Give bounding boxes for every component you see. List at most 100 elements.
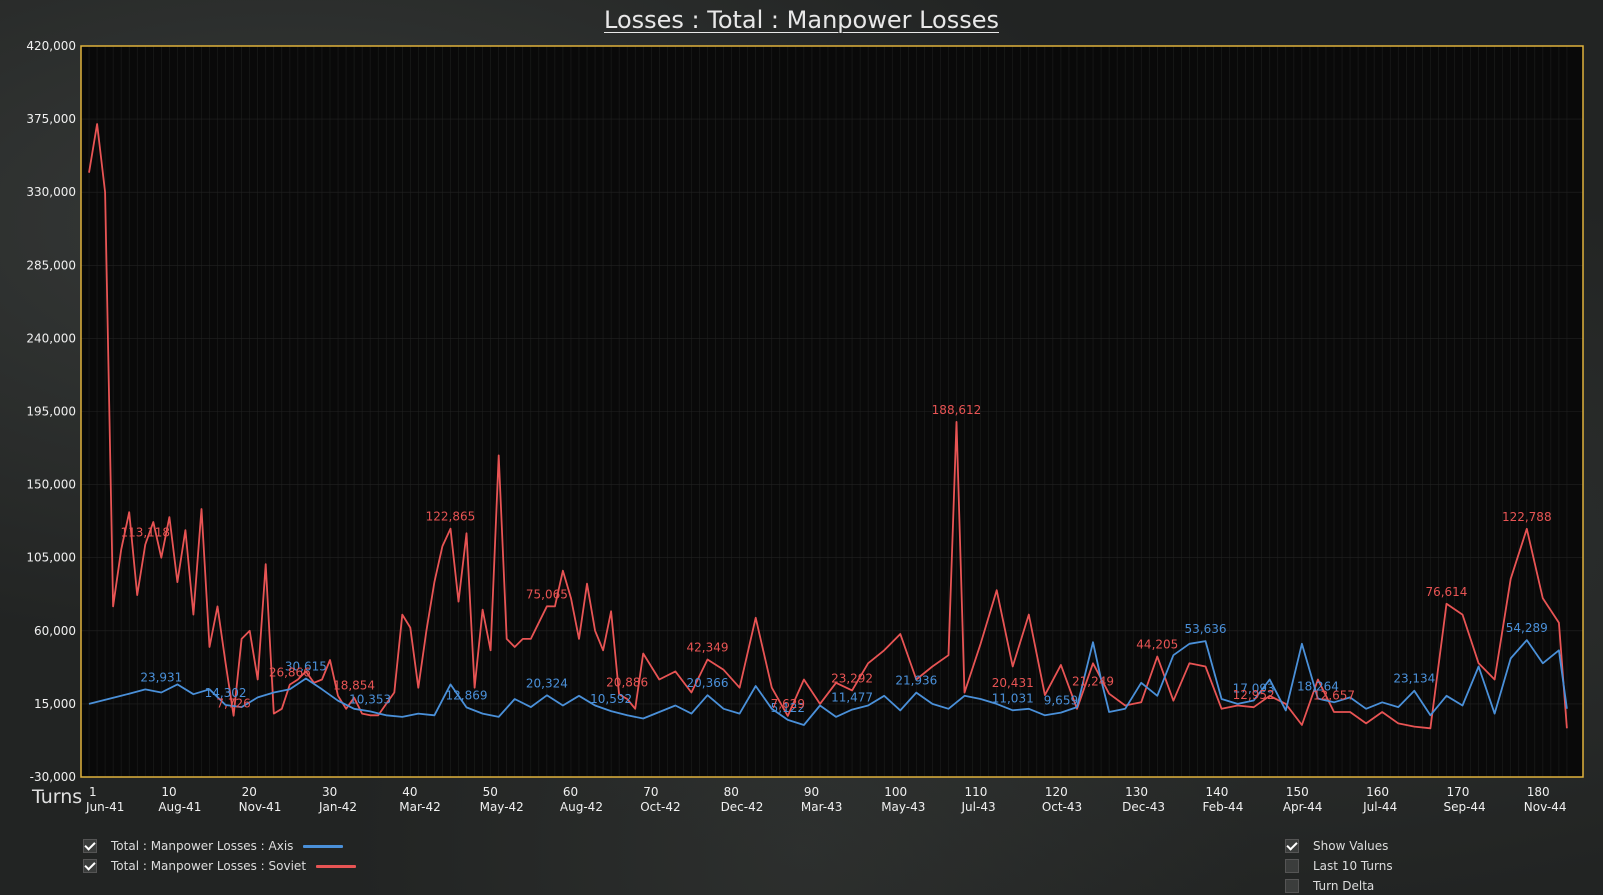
x-tick-label: 140 (1205, 785, 1228, 799)
data-label: 18,854 (333, 679, 375, 693)
legend-axis-label: Total : Manpower Losses : Axis (111, 839, 294, 853)
x-date-label: Nov-41 (239, 800, 282, 814)
y-tick-label: 375,000 (26, 112, 76, 126)
data-label: 26,866 (269, 666, 311, 680)
series-line-axis (88, 639, 1568, 726)
x-date-label: Aug-42 (560, 800, 603, 814)
x-tick-label: 50 (483, 785, 498, 799)
x-tick-label: 100 (884, 785, 907, 799)
legend-soviet-checkbox[interactable] (83, 859, 97, 873)
x-date-label: May-43 (881, 800, 925, 814)
y-tick-label: 150,000 (26, 478, 76, 492)
x-date-label: Jun-41 (85, 800, 124, 814)
y-tick-label: 15,000 (34, 697, 76, 711)
last-10-turns-label: Last 10 Turns (1313, 859, 1393, 873)
data-label: 188,612 (932, 403, 982, 417)
data-label: 20,886 (606, 675, 648, 689)
x-tick-label: 70 (643, 785, 658, 799)
y-tick-label: 420,000 (26, 39, 76, 53)
data-label: 20,366 (687, 676, 729, 690)
data-label: 113,118 (120, 526, 170, 540)
x-date-label: Jul-43 (961, 800, 996, 814)
x-tick-label: 90 (804, 785, 819, 799)
data-label: 9,659 (1044, 694, 1078, 708)
y-tick-label: 285,000 (26, 258, 76, 272)
y-tick-label: 195,000 (26, 405, 76, 419)
x-axis-label: Turns (32, 786, 83, 808)
data-label: 20,431 (992, 676, 1034, 690)
data-label: 5,122 (771, 701, 805, 715)
x-tick-label: 170 (1446, 785, 1469, 799)
legend-soviet-swatch (316, 864, 357, 868)
data-label: 20,324 (526, 676, 568, 690)
legend-axis-checkbox[interactable] (83, 839, 97, 853)
x-tick-label: 130 (1125, 785, 1148, 799)
line-chart: -30,000 15,000 60,000 105,000 150,000 195,000… (26, 39, 1584, 814)
x-date-label: Oct-43 (1042, 800, 1082, 814)
legend-soviet-label: Total : Manpower Losses : Soviet (111, 859, 307, 873)
x-tick-label: 80 (724, 785, 739, 799)
y-tick-label: -30,000 (30, 770, 76, 784)
x-date-label: Dec-43 (1122, 800, 1165, 814)
last-10-turns-checkbox[interactable] (1285, 859, 1299, 873)
data-label: 44,205 (1136, 637, 1178, 651)
data-label: 18,264 (1297, 680, 1339, 694)
legend-item-axis[interactable]: Total : Manpower Losses : Axis (83, 836, 356, 856)
x-tick-label: 180 (1527, 785, 1550, 799)
legend-item-soviet[interactable]: Total : Manpower Losses : Soviet (83, 856, 357, 876)
x-date-label: Sep-44 (1443, 800, 1485, 814)
data-label: 54,289 (1506, 621, 1548, 635)
data-label: 30,615 (285, 660, 327, 674)
x-date-label: Aug-41 (158, 800, 201, 814)
x-tick-label: 110 (965, 785, 988, 799)
x-date-label: May-42 (480, 800, 524, 814)
x-tick-label: 20 (242, 785, 257, 799)
x-date-label: Mar-43 (801, 800, 842, 814)
x-tick-label: 1 (89, 785, 97, 799)
show-values-label: Show Values (1313, 839, 1389, 853)
x-date-label: Mar-42 (399, 800, 440, 814)
x-tick-label: 60 (563, 785, 578, 799)
data-label: 7,726 (216, 697, 250, 711)
data-label: 23,134 (1393, 672, 1435, 686)
data-label: 12,952 (1233, 688, 1275, 702)
series-line-soviet (88, 123, 1568, 730)
x-tick-label: 30 (322, 785, 337, 799)
x-tick-label: 40 (402, 785, 417, 799)
option-last-10-turns[interactable]: Last 10 Turns (1285, 856, 1393, 876)
show-values-checkbox[interactable] (1285, 839, 1299, 853)
x-date-label: Jan-42 (318, 800, 357, 814)
x-tick-label: 150 (1286, 785, 1309, 799)
turn-delta-checkbox[interactable] (1285, 879, 1299, 893)
legend: Total : Manpower Losses : Axis Total : M… (83, 836, 357, 876)
data-label: 21,936 (895, 674, 937, 688)
data-label: 12,657 (1313, 689, 1355, 703)
data-label: 23,292 (831, 671, 873, 685)
x-tick-label: 10 (161, 785, 176, 799)
data-label: 76,614 (1425, 585, 1467, 599)
data-label: 10,592 (590, 692, 632, 706)
x-tick-label: 160 (1366, 785, 1389, 799)
data-label: 12,869 (446, 688, 488, 702)
x-date-label: Feb-44 (1202, 800, 1243, 814)
data-label: 11,031 (992, 691, 1034, 705)
data-label: 23,931 (140, 670, 182, 684)
option-show-values[interactable]: Show Values (1285, 836, 1393, 856)
data-label: 75,065 (526, 587, 568, 601)
chart-title: Losses : Total : Manpower Losses (604, 6, 999, 34)
x-date-label: Nov-44 (1524, 800, 1567, 814)
option-turn-delta[interactable]: Turn Delta (1285, 876, 1393, 895)
legend-axis-swatch (303, 844, 344, 848)
x-date-label: Dec-42 (721, 800, 764, 814)
plot-border (80, 45, 1584, 778)
data-label: 53,636 (1184, 622, 1226, 636)
data-label: 7,629 (771, 697, 805, 711)
data-label: 122,865 (426, 510, 476, 524)
y-tick-label: 60,000 (34, 624, 76, 638)
data-label: 10,353 (349, 692, 391, 706)
y-tick-label: 330,000 (26, 185, 76, 199)
x-date-label: Jul-44 (1362, 800, 1397, 814)
chart-options: Show Values Last 10 Turns Turn Delta (1285, 836, 1393, 895)
x-date-label: Apr-44 (1283, 800, 1323, 814)
